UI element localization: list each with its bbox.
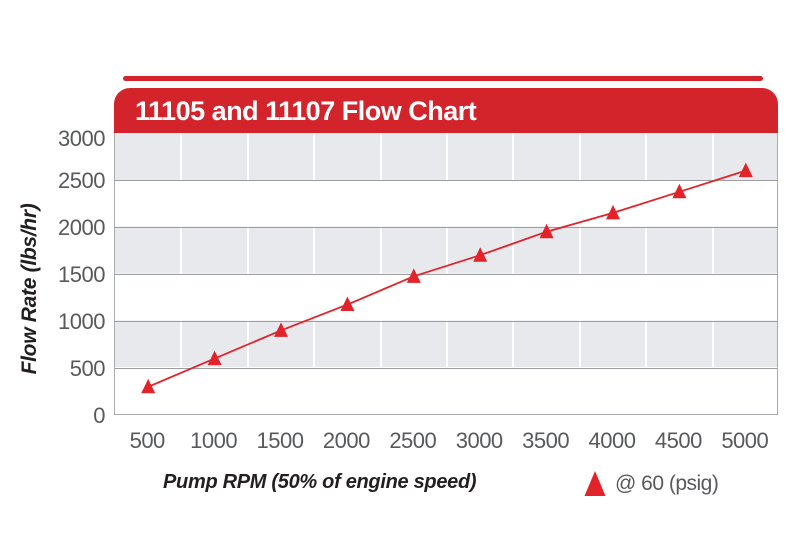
y-tick-label: 2500: [58, 168, 105, 193]
data-point-triangle: [473, 247, 488, 262]
x-tick-label: 2000: [322, 428, 370, 453]
x-tick-label: 1500: [256, 428, 304, 453]
horizontal-gridline: [115, 320, 777, 322]
chart-title: 11105 and 11107 Flow Chart: [135, 96, 477, 126]
y-axis-title: Flow Rate (lbs/hr): [18, 203, 41, 375]
data-series-60psig: [141, 162, 753, 394]
data-point-triangle: [672, 183, 687, 199]
x-axis-title: Pump RPM (50% of engine speed): [163, 471, 477, 493]
series-line: [147, 169, 747, 388]
x-tick-label: 2500: [389, 428, 437, 453]
x-tick-label: 4000: [588, 428, 636, 453]
x-tick-label: 5000: [721, 428, 769, 453]
data-point-triangle: [406, 268, 421, 283]
data-point-triangle: [340, 296, 355, 312]
data-point-triangle: [606, 204, 620, 220]
y-tick-label: 1500: [58, 262, 105, 287]
data-point-triangle: [274, 322, 288, 337]
legend-triangle-icon: [584, 471, 606, 496]
x-tick-label: 4500: [654, 428, 702, 453]
y-tick-label: 500: [69, 356, 106, 381]
x-tick-label: 3500: [522, 428, 570, 453]
y-tick-label: 2000: [58, 215, 105, 240]
y-tick-label: 1000: [58, 309, 105, 334]
horizontal-gridline: [115, 367, 777, 369]
header-accent-bar: [123, 76, 763, 81]
data-point-triangle: [738, 162, 753, 178]
legend: @ 60 (psig): [584, 470, 719, 497]
y-tick-label: 3000: [58, 126, 105, 151]
legend-label: @ 60 (psig): [615, 471, 719, 495]
horizontal-gridline: [115, 226, 777, 228]
chart-title-banner: 11105 and 11107 Flow Chart: [114, 88, 778, 133]
data-point-triangle: [207, 350, 222, 366]
y-tick-label: 0: [93, 403, 105, 428]
x-tick-label: 3000: [455, 428, 503, 453]
horizontal-gridline: [115, 179, 777, 181]
x-tick-label: 500: [129, 428, 166, 453]
horizontal-gridline: [115, 273, 777, 275]
data-point-triangle: [141, 378, 156, 394]
x-tick-label: 1000: [190, 428, 238, 453]
plot-area: [114, 133, 778, 415]
data-point-triangle: [539, 223, 554, 239]
